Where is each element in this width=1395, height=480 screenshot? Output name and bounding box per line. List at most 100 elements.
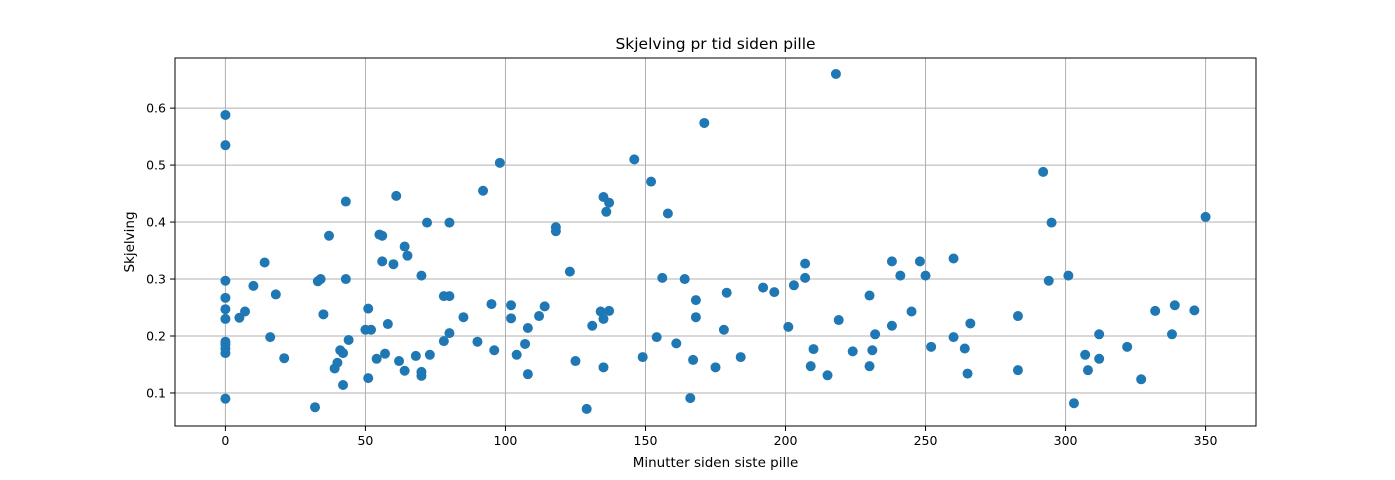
data-point: [690, 312, 701, 323]
data-point: [864, 361, 875, 372]
data-point: [1043, 275, 1054, 286]
data-point: [240, 306, 251, 317]
data-point: [478, 185, 489, 196]
data-point: [962, 368, 973, 379]
data-point: [598, 313, 609, 324]
data-point: [800, 258, 811, 269]
data-point: [601, 206, 612, 217]
x-tick-label: 300: [1054, 433, 1078, 448]
data-point: [388, 259, 399, 270]
x-tick-label: 150: [634, 433, 658, 448]
x-tick-label: 250: [914, 433, 938, 448]
data-point: [629, 154, 640, 165]
data-point: [1094, 329, 1105, 340]
data-point: [959, 343, 970, 354]
data-point: [416, 270, 427, 281]
data-point: [1189, 305, 1200, 316]
data-point: [391, 190, 402, 201]
data-point: [382, 319, 393, 330]
data-point: [721, 287, 732, 298]
data-point: [920, 270, 931, 281]
y-tick-label: 0.3: [146, 272, 166, 287]
data-point: [220, 109, 231, 120]
data-point: [472, 336, 483, 347]
data-point: [363, 303, 374, 314]
data-points: [220, 68, 1211, 414]
data-point: [444, 217, 455, 228]
data-point: [587, 320, 598, 331]
y-tick-label: 0.5: [146, 158, 166, 173]
data-point: [847, 346, 858, 357]
data-point: [220, 313, 231, 324]
data-point: [758, 282, 769, 293]
data-point: [410, 350, 421, 361]
data-point: [318, 309, 329, 320]
x-tick-label: 350: [1194, 433, 1218, 448]
data-point: [1082, 365, 1093, 376]
data-point: [581, 403, 592, 414]
x-axis-label: Minutter siden siste pille: [633, 455, 799, 471]
data-point: [310, 402, 321, 413]
data-point: [718, 324, 729, 335]
x-tick-label: 0: [221, 433, 229, 448]
x-tick-label: 50: [357, 433, 373, 448]
data-point: [220, 292, 231, 303]
data-point: [340, 196, 351, 207]
data-point: [520, 338, 531, 349]
data-point: [870, 329, 881, 340]
plot-frame: [174, 57, 1257, 427]
data-point: [522, 323, 533, 334]
data-point: [1080, 349, 1091, 360]
chart-title: Skjelving pr tid siden pille: [615, 35, 815, 53]
data-point: [402, 250, 413, 261]
data-point: [671, 338, 682, 349]
data-point: [604, 197, 615, 208]
data-point: [604, 305, 615, 316]
data-point: [399, 241, 410, 252]
x-tick-label: 100: [494, 433, 518, 448]
data-point: [489, 345, 500, 356]
data-point: [424, 349, 435, 360]
data-point: [1094, 353, 1105, 364]
data-point: [220, 275, 231, 286]
data-point: [833, 315, 844, 326]
data-point: [534, 311, 545, 322]
data-point: [220, 304, 231, 315]
y-tick-label: 0.1: [146, 385, 166, 400]
data-point: [248, 280, 259, 291]
data-point: [1122, 341, 1133, 352]
data-point: [685, 393, 696, 404]
y-axis-label: Skjelving: [122, 211, 138, 272]
data-point: [914, 256, 925, 267]
data-point: [1038, 166, 1049, 177]
data-point: [1068, 398, 1079, 409]
data-point: [735, 352, 746, 363]
data-point: [864, 290, 875, 301]
data-point: [808, 344, 819, 355]
data-point: [690, 295, 701, 306]
data-point: [511, 349, 522, 360]
data-point: [1136, 374, 1147, 385]
data-point: [637, 352, 648, 363]
data-point: [699, 117, 710, 128]
data-point: [338, 379, 349, 390]
data-point: [948, 253, 959, 264]
data-point: [259, 257, 270, 268]
data-point: [506, 313, 517, 324]
y-tick-label: 0.2: [146, 328, 166, 343]
x-tick-label: 200: [774, 433, 798, 448]
data-point: [1200, 211, 1211, 222]
data-point: [906, 306, 917, 317]
data-point: [1169, 300, 1180, 311]
data-point: [270, 289, 281, 300]
data-point: [366, 324, 377, 335]
data-point: [1012, 365, 1023, 376]
data-point: [380, 348, 391, 359]
data-point: [965, 318, 976, 329]
data-point: [340, 274, 351, 285]
data-point: [926, 341, 937, 352]
data-point: [646, 176, 657, 187]
data-point: [1150, 305, 1161, 316]
data-point: [895, 270, 906, 281]
data-point: [788, 280, 799, 291]
